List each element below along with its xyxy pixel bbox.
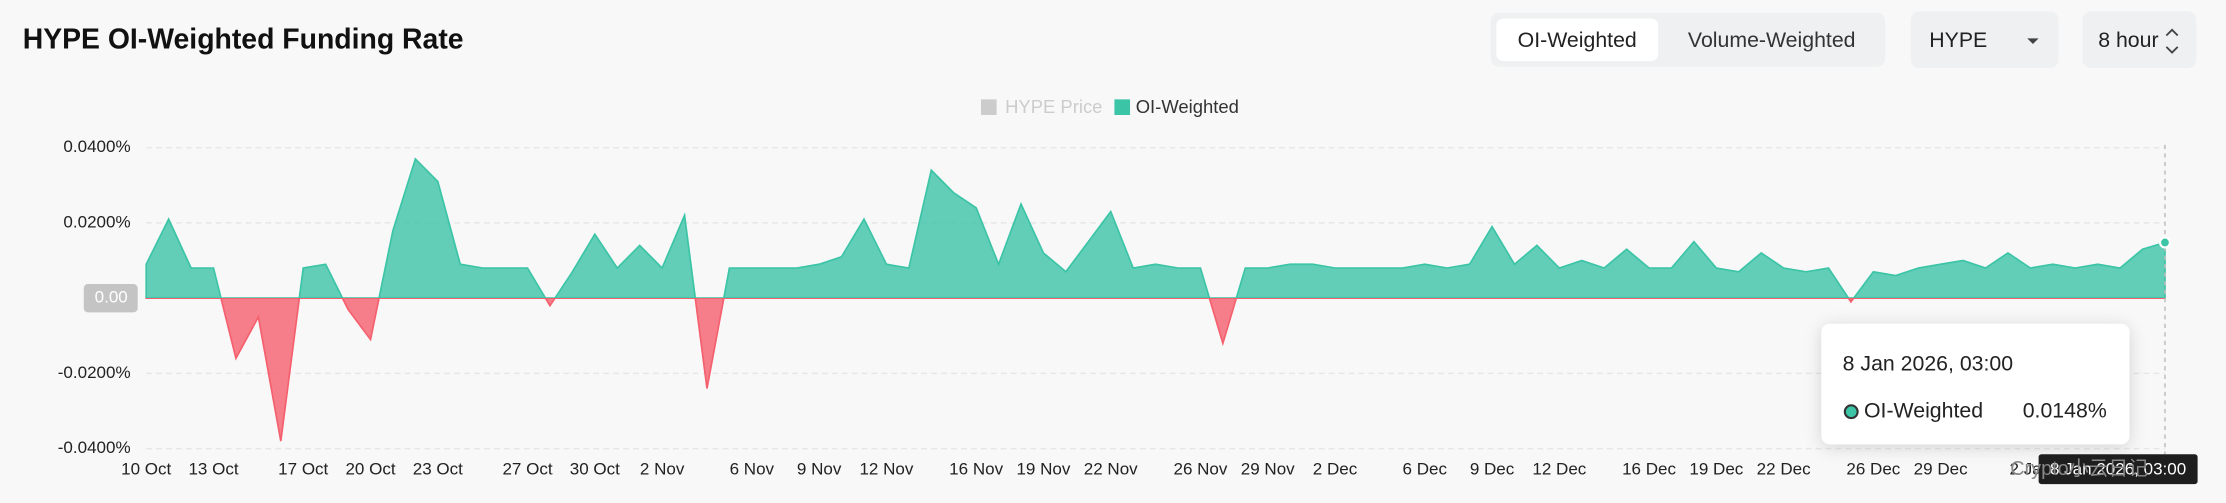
tooltip-series: OI-Weighted (1864, 398, 1983, 422)
asset-value: HYPE (1929, 28, 1987, 52)
x-tick-label: 29 Nov (1241, 459, 1295, 478)
watermark: Crypto小云日记 (2010, 458, 2148, 480)
x-tick-label: 16 Dec (1622, 459, 1676, 478)
x-tick-label: 29 Dec (1914, 459, 1968, 478)
x-tick-label: 27 Oct (502, 459, 552, 478)
x-tick-label: 19 Nov (1016, 459, 1070, 478)
x-tick-label: 12 Dec (1532, 459, 1586, 478)
area (145, 157, 2166, 442)
x-tick-label: 2 Dec (1313, 459, 1358, 478)
y-tick-label: 0.00 (95, 288, 128, 307)
x-tick-label: 20 Oct (345, 459, 395, 478)
x-tick-label: 22 Dec (1757, 459, 1811, 478)
toggle-option[interactable]: OI-Weighted (1518, 28, 1637, 52)
x-tick-label: 6 Nov (730, 459, 775, 478)
x-tick-label: 26 Nov (1173, 459, 1227, 478)
interval-select[interactable] (2082, 11, 2197, 69)
x-tick-label: 6 Dec (1403, 459, 1448, 478)
x-tick-label: 9 Dec (1470, 459, 1515, 478)
x-tick-label: 19 Dec (1689, 459, 1743, 478)
x-tick-label: 9 Nov (797, 459, 842, 478)
y-tick-label: 0.0400% (63, 137, 130, 156)
y-tick-label: -0.0200% (58, 363, 131, 382)
x-tick-label: 2 Nov (640, 459, 685, 478)
y-tick-label: -0.0400% (58, 438, 131, 457)
interval-value: 8 hour (2098, 28, 2158, 52)
x-tick-label: 26 Dec (1846, 459, 1900, 478)
toggle-active[interactable] (1496, 18, 1659, 62)
chart: HYPE Price OI-Weighted -0.0400% -0.0200% 0.0… (58, 96, 2198, 485)
x-tick-label: 17 Oct (278, 459, 328, 478)
x-tick-label: 22 Nov (1084, 459, 1138, 478)
tooltip (1821, 323, 2130, 445)
crosshair-label-box (2038, 454, 2198, 485)
x-tick-label: 30 Oct (570, 459, 620, 478)
caret (2027, 38, 2039, 45)
crosshair-label: 8 Jan 2026, 03:00 (2050, 459, 2186, 478)
hover-point (2158, 236, 2171, 249)
x-tick-label: 10 Oct (121, 459, 171, 478)
x-tick-label: 16 Nov (949, 459, 1003, 478)
chevrons (2165, 28, 2179, 54)
tooltip-value: 0.0148% (2023, 398, 2107, 422)
x-tick-label: 23 Oct (413, 459, 463, 478)
legend-swatch (1114, 99, 1131, 115)
tooltip-dot (1843, 404, 1859, 420)
legend-label: HYPE Price (1005, 96, 1102, 117)
x-tick-label: 13 Oct (188, 459, 238, 478)
zero-label-box (83, 283, 138, 313)
legend-label: OI-Weighted (1136, 96, 1239, 117)
toggle-option[interactable]: Volume-Weighted (1688, 28, 1856, 52)
y-tick-label: 0.0200% (63, 212, 130, 231)
legend-swatch (980, 99, 997, 115)
page-title: HYPE OI-Weighted Funding Rate (23, 24, 464, 56)
tooltip-title: 8 Jan 2026, 03:00 (1843, 351, 2013, 375)
asset-select[interactable] (1910, 11, 2059, 69)
x-tick-label: 12 Nov (859, 459, 913, 478)
